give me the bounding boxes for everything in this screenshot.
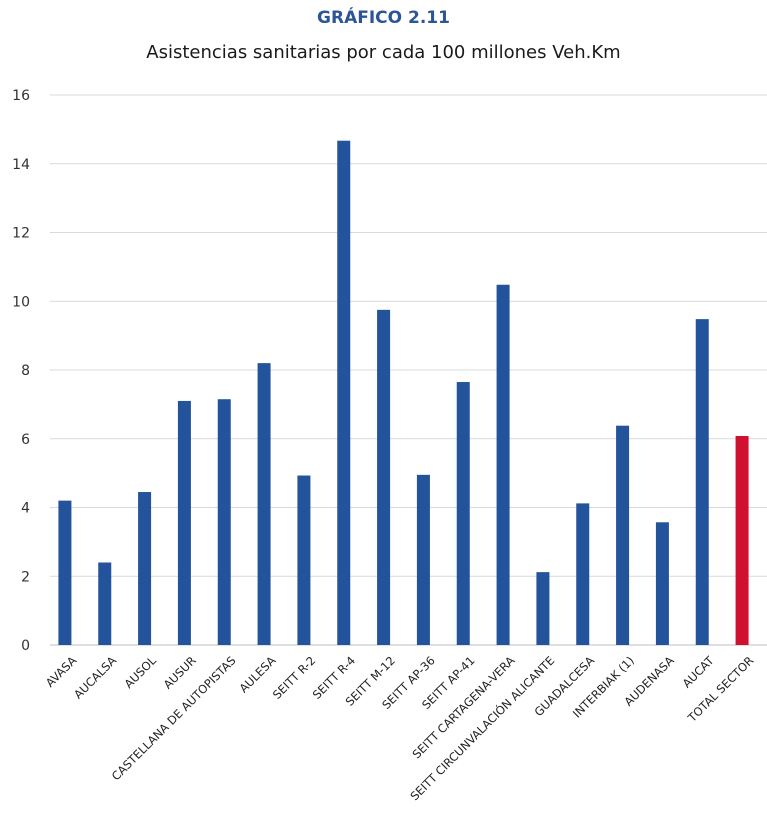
bar xyxy=(695,319,709,645)
y-tick-label: 14 xyxy=(12,157,30,173)
bar-layer xyxy=(58,140,749,645)
grid-layer xyxy=(50,94,767,646)
bar xyxy=(337,140,351,645)
y-tick-label: 10 xyxy=(12,294,30,310)
bar xyxy=(416,474,430,645)
bar xyxy=(655,522,669,645)
bar xyxy=(616,425,630,645)
y-tick-label: 16 xyxy=(12,88,30,104)
y-tick-label: 4 xyxy=(21,501,30,517)
x-tick-label: AUCAT xyxy=(680,653,718,691)
y-tick-label: 6 xyxy=(21,432,30,448)
x-tick-label: AUSUR xyxy=(161,653,199,691)
y-axis-ticks: 0 2 4 6 8 10 12 14 16 xyxy=(12,88,30,654)
bar xyxy=(735,436,749,645)
bar xyxy=(58,500,72,645)
bar xyxy=(456,382,470,645)
bar xyxy=(98,562,112,645)
x-tick-label: AVASA xyxy=(43,653,80,690)
y-tick-label: 2 xyxy=(21,569,30,585)
bar xyxy=(496,284,510,645)
chart-kicker: GRÁFICO 2.11 xyxy=(317,8,450,28)
chart-title: Asistencias sanitarias por cada 100 mill… xyxy=(146,42,621,63)
x-tick-label: SEITT CIRCUNVALACIÓN ALICANTE xyxy=(407,653,558,804)
bar xyxy=(217,399,231,645)
bar xyxy=(576,503,590,645)
y-tick-label: 0 xyxy=(21,638,30,654)
bar xyxy=(297,475,311,645)
bar xyxy=(377,309,391,645)
bar xyxy=(138,492,152,645)
x-tick-label: AUSOL xyxy=(121,653,159,691)
bar xyxy=(177,400,191,645)
y-tick-label: 12 xyxy=(12,226,30,242)
x-tick-label: AUCALSA xyxy=(71,653,119,701)
y-tick-label: 8 xyxy=(21,363,30,379)
bar xyxy=(257,363,271,645)
bar xyxy=(536,572,550,645)
